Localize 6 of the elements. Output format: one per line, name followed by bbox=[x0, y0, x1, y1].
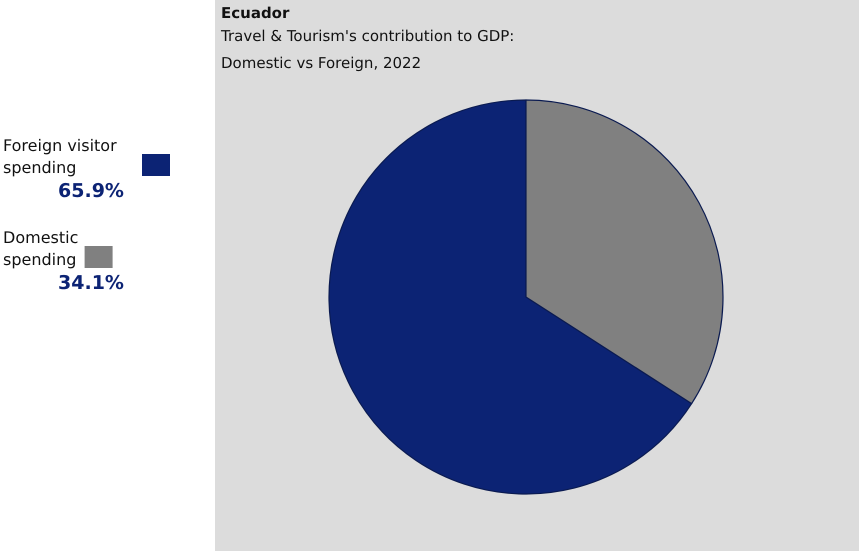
legend-label: Foreign visitor spending bbox=[3, 136, 118, 177]
data-label: 65.9% bbox=[58, 180, 124, 202]
chart-subtitle: Travel & Tourism's contribution to GDP: Domestic vs Foreign, 2022 bbox=[220, 27, 514, 72]
chart-title: Ecuador bbox=[221, 4, 290, 22]
data-label: 34.1% bbox=[58, 272, 124, 294]
legend-label: Domestic spending bbox=[3, 228, 78, 269]
